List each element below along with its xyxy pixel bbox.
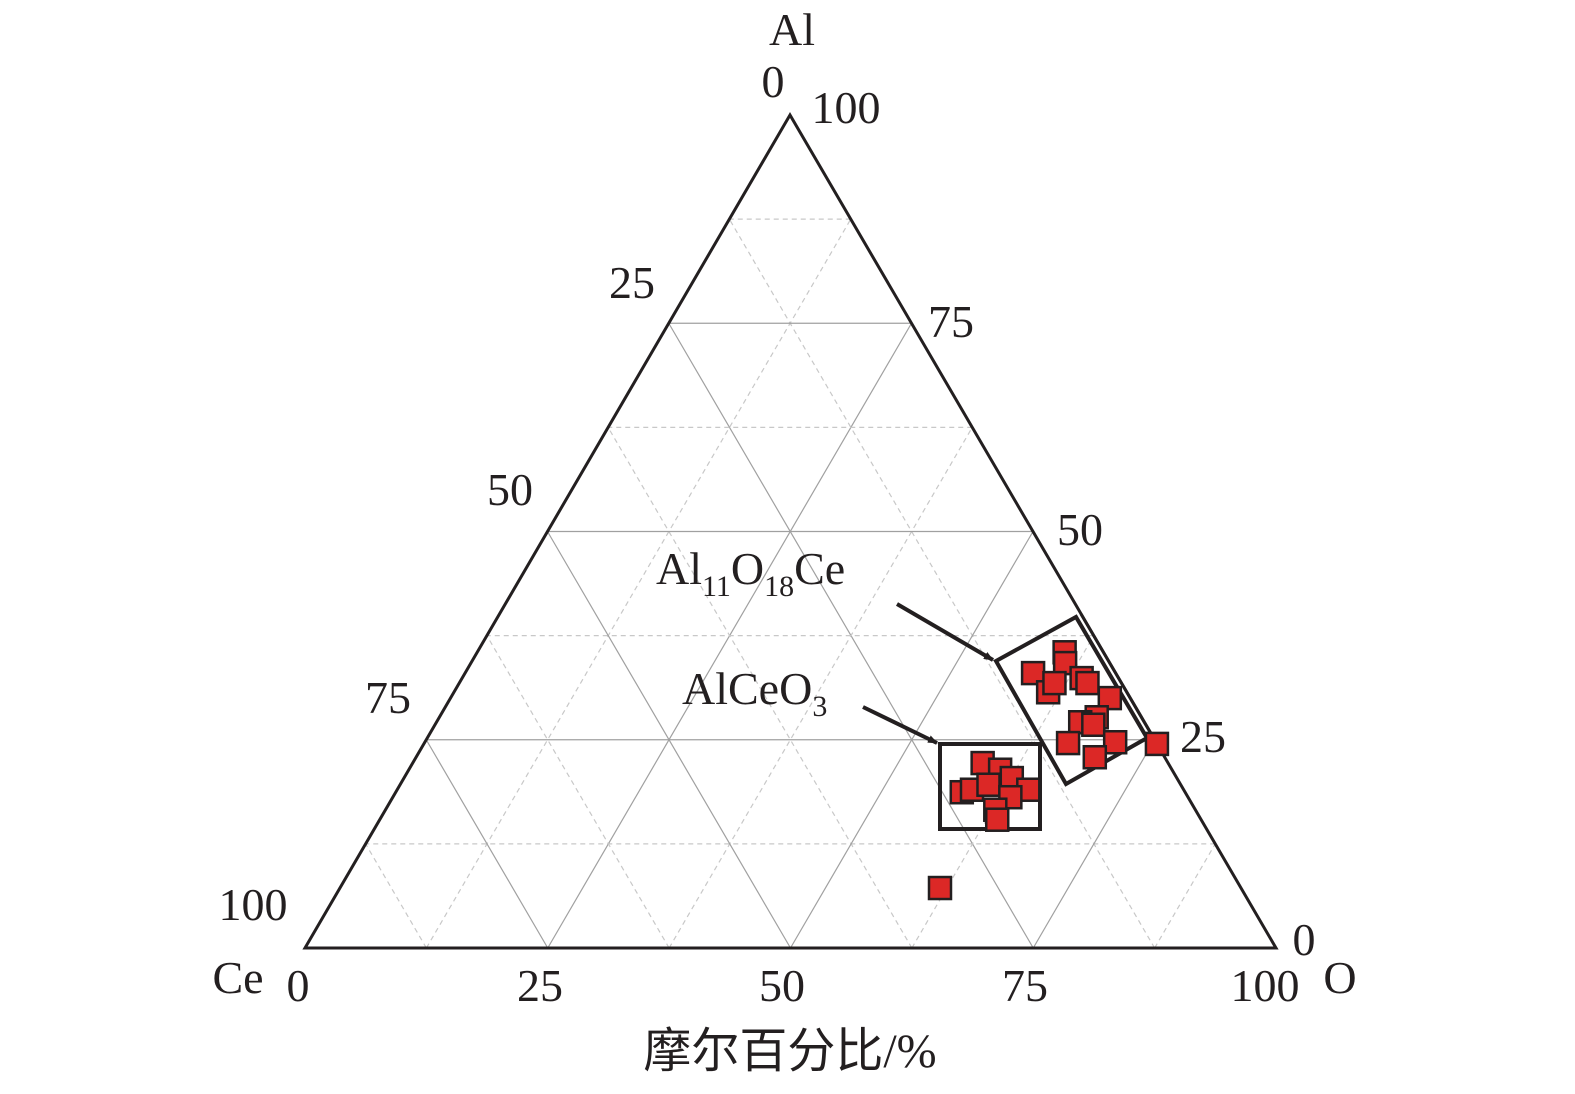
tick-left: 100 (218, 879, 288, 930)
grid-line (425, 218, 852, 949)
axis-label-al: Al (769, 4, 815, 55)
grid-line (425, 739, 549, 949)
tick-bottom: 100 (1230, 960, 1300, 1011)
annotation-subscript: 11 (702, 570, 731, 603)
annotation-text: AlCeO (682, 663, 813, 714)
tick-bottom: 0 (286, 960, 310, 1011)
x-axis-label: 摩尔百分比/% (643, 1025, 937, 1078)
data-point (1055, 730, 1081, 756)
annotation-subscript: 3 (812, 690, 828, 723)
tick-right: 0 (1292, 914, 1316, 965)
data-point (1097, 685, 1123, 711)
al11o18ce-arrow (895, 602, 995, 662)
data-point (1102, 729, 1128, 755)
data-point (1082, 744, 1108, 770)
tick-right: 50 (1057, 504, 1103, 555)
data-point (1144, 731, 1170, 757)
tick-top-hundred: 100 (811, 82, 881, 133)
annotation-text: Ce (794, 543, 846, 594)
data-point (927, 875, 953, 901)
data-points (927, 640, 1170, 901)
tick-bottom: 50 (759, 960, 805, 1011)
axis-label-o: O (1323, 952, 1357, 1003)
grid-line (668, 427, 973, 949)
grid-line (486, 635, 670, 949)
tick-left: 25 (609, 257, 655, 308)
data-point (976, 772, 1001, 797)
grid-line (365, 843, 427, 949)
annotation-text: O (730, 543, 765, 594)
data-point (1081, 712, 1106, 738)
grid-lines (365, 218, 1216, 949)
tick-right: 25 (1180, 711, 1226, 762)
tick-bottom: 75 (1002, 960, 1048, 1011)
tick-top-zero: 0 (761, 56, 785, 107)
tick-left: 75 (365, 672, 411, 723)
grid-line (1154, 843, 1216, 949)
alceo3-arrow (862, 705, 938, 745)
annotation-text: Al (656, 543, 702, 594)
grid-line (607, 427, 913, 949)
tick-left: 50 (487, 464, 533, 515)
annotation-subscript: 18 (764, 570, 795, 603)
triangle-frame (302, 112, 1279, 950)
grid-line (728, 218, 1156, 949)
data-point (1075, 670, 1100, 696)
tick-bottom: 25 (517, 960, 563, 1011)
data-point (984, 807, 1010, 832)
axis-label-ce: Ce (212, 952, 264, 1003)
grid-line (546, 531, 792, 949)
data-point (1042, 670, 1067, 696)
annotation-alceo3: AlCeO3 (682, 666, 827, 722)
al11o18ce-region-edge-line (1079, 613, 1154, 736)
annotation-al11o18ce: Al11O18Ce (656, 546, 845, 602)
grid-line (1032, 739, 1156, 949)
grid-line (789, 531, 1034, 949)
tick-right: 75 (928, 296, 974, 347)
